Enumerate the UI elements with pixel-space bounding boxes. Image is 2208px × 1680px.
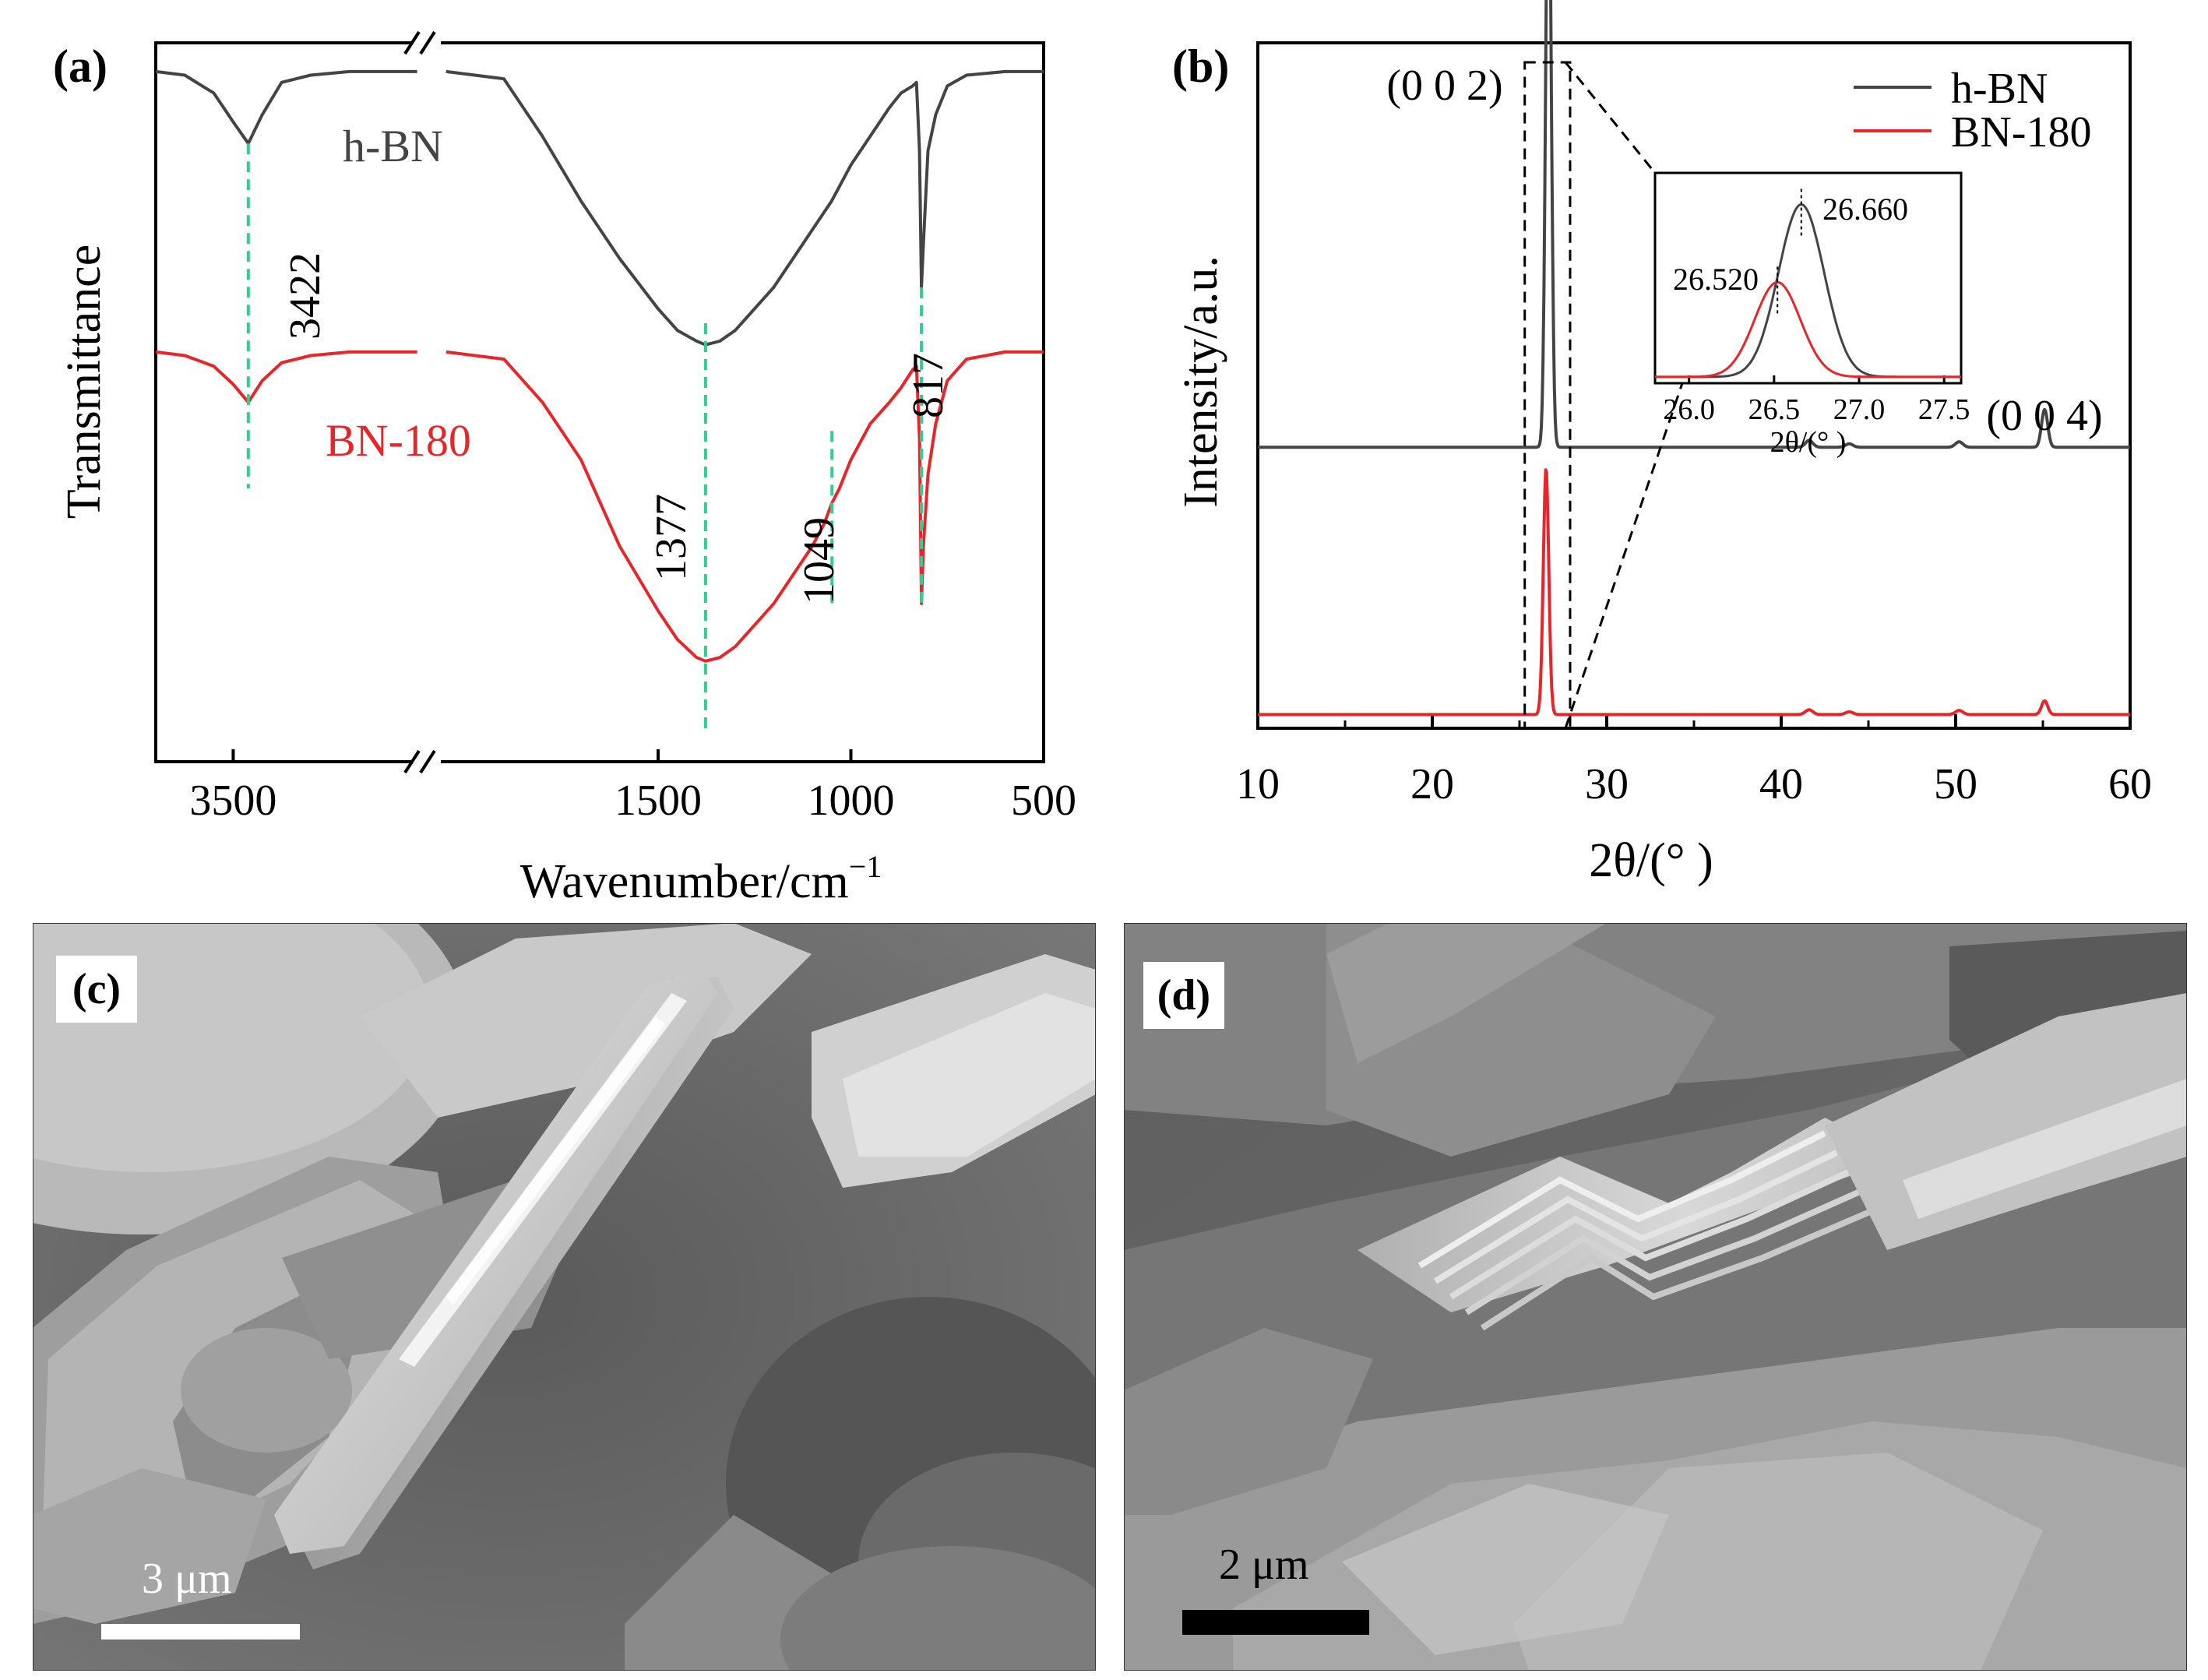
panel-a-y-axis-label: Transmittance	[58, 245, 111, 519]
panel-b-inset-x-axis-label: 2θ/(° )	[1770, 426, 1847, 459]
panel-a-annotation-1377: 1377	[647, 494, 696, 581]
panel-c-sem-picture	[33, 923, 1096, 1671]
panel-b-inset-x-tick-label-27: 27.0	[1833, 393, 1886, 426]
panel-a-series-label-h-bn: h-BN	[343, 121, 443, 171]
panel-d-label: (d)	[1143, 962, 1224, 1029]
panel-b-x-tick-label-60: 60	[2108, 760, 2152, 808]
panel-c-scale-bar-label: 3 μm	[142, 1555, 232, 1603]
panel-a-series-h-bn-part-2	[445, 69, 1044, 347]
panel-a-axis-break-mark-0-1	[403, 30, 421, 55]
panel-b-x-tick-label-30: 30	[1585, 760, 1629, 808]
panel-b-peak-label-004: (0 0 4)	[1986, 392, 2102, 440]
panel-d-scale-bar-label: 2 μm	[1219, 1541, 1309, 1589]
panel-b-x-tick-label-40: 40	[1759, 760, 1803, 808]
panel-a-series-label-bn-180: BN-180	[326, 415, 471, 466]
panel-d-scale-bar	[1182, 1610, 1369, 1635]
panel-b-legend-label-h-bn: h-BN	[1951, 65, 2048, 113]
panel-a-x-axis-label: Wavenumber/cm−1	[520, 849, 882, 908]
panel-b-y-axis-label: Intensity/a.u.	[1174, 255, 1227, 508]
panel-a-series-bn-180-part-1	[155, 350, 417, 404]
panel-a-label: (a)	[53, 41, 107, 92]
panel-c-sem-image: (c) 3 μm	[33, 923, 1096, 1671]
panel-c-scale-bar	[101, 1624, 300, 1639]
panel-c-label: (c)	[56, 956, 137, 1023]
panel-a-ftir-chart: (a) Transmittance Wavenumber/cm−1 3500 15…	[53, 30, 1076, 908]
panel-b-inset-x-tick-label-26: 26.0	[1663, 393, 1715, 426]
panel-b-legend-label-bn-180: BN-180	[1951, 108, 2091, 157]
panel-a-x-tick-label-500: 500	[1011, 777, 1076, 825]
panel-b-inset-annotation-26660: 26.660	[1822, 192, 1908, 227]
panel-a-x-axis-label-superscript: −1	[849, 849, 882, 884]
panel-b-x-tick-label-20: 20	[1410, 760, 1454, 808]
panel-a-x-tick-label-1000: 1000	[808, 777, 895, 825]
panel-a-x-tick-label-1500: 1500	[615, 777, 702, 825]
panel-b-x-tick-label-10: 10	[1236, 760, 1280, 808]
panel-a-series-h-bn-part-1	[155, 69, 417, 146]
panel-a-annotation-817: 817	[904, 353, 953, 418]
panel-b-series-h-bn	[1257, 0, 2131, 449]
panel-b-highlight-box	[1523, 61, 1572, 730]
panel-b-peak-label-002: (0 0 2)	[1386, 62, 1502, 110]
panel-a-plot-frame	[154, 41, 1045, 763]
panel-a-x-axis-label-main: Wavenumber/cm	[520, 855, 849, 908]
panel-a-axis-break-mark-1-2	[419, 749, 436, 774]
panel-d-terrace-steps	[1417, 1130, 1873, 1331]
panel-b-inset-x-tick-label-27.5: 27.5	[1918, 393, 1970, 426]
panel-a-plot-area: 3500 1500 1000 500 3422 1377 1049 817 h-BN BN-180	[154, 30, 1076, 825]
panel-d-sem-picture	[1124, 923, 2187, 1671]
panel-a-x-tick-label-3500: 3500	[189, 777, 276, 825]
panel-b-inset-annotation-26520: 26.520	[1673, 262, 1759, 297]
panel-a-axis-break-mark-1-1	[403, 749, 421, 774]
panel-a-annotation-3422: 3422	[281, 252, 329, 340]
panel-b-x-axis-label: 2θ/(° )	[1589, 834, 1713, 887]
panel-a-annotation-1049: 1049	[795, 517, 843, 604]
panel-b-xrd-chart: (b) Intensity/a.u. 2θ/(° ) 10 20 30 40 50 60 (…	[1172, 0, 2152, 887]
panel-b-series-bn-180	[1257, 468, 2131, 717]
panel-a-axis-break-mark-0-2	[419, 30, 436, 55]
panel-b-inset-frame	[1653, 171, 1963, 385]
panel-b-inset-x-tick-label-26.5: 26.5	[1748, 393, 1801, 426]
panel-d-sem-image: (d) 2 μm	[1124, 923, 2187, 1671]
panel-b-inset-series-bn-180	[1655, 280, 1961, 379]
panel-b-zoom-connector-bottom	[1564, 382, 1684, 729]
panel-b-x-tick-label-50: 50	[1934, 760, 1977, 808]
panel-a-series-bn-180-part-2	[445, 350, 1044, 663]
panel-b-label: (b)	[1172, 41, 1229, 92]
panel-b-zoom-connector-top	[1564, 62, 1657, 174]
